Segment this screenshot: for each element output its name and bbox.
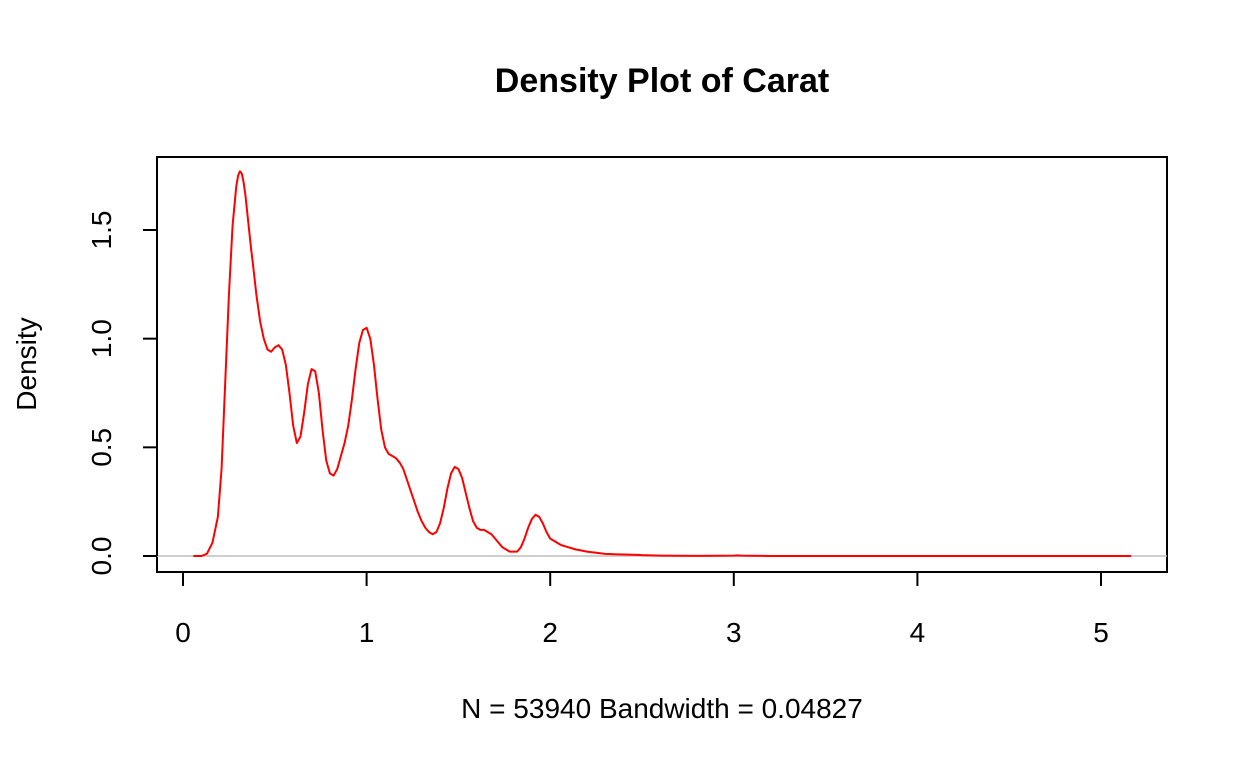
x-tick-label: 5 (1093, 617, 1109, 648)
x-tick-label: 4 (910, 617, 926, 648)
chart-title: Density Plot of Carat (495, 62, 829, 100)
y-tick-label: 1.0 (86, 319, 117, 358)
x-tick-label: 2 (542, 617, 558, 648)
y-tick-label: 1.5 (86, 211, 117, 250)
y-tick-label: 0.5 (86, 428, 117, 467)
x-axis: 0 1 2 3 4 5 (175, 571, 1109, 648)
x-tick-label: 1 (359, 617, 375, 648)
x-tick-label: 3 (726, 617, 742, 648)
y-tick-label: 0.0 (86, 537, 117, 576)
density-curve-layer (193, 170, 1132, 557)
y-axis-label: Density (11, 317, 42, 410)
density-series-line (193, 170, 1132, 557)
x-axis-label: N = 53940 Bandwidth = 0.04827 (461, 693, 863, 724)
x-tick-label: 0 (175, 617, 191, 648)
y-axis: 0.0 0.5 1.0 1.5 (86, 211, 158, 576)
plot-area-frame (156, 156, 1168, 573)
